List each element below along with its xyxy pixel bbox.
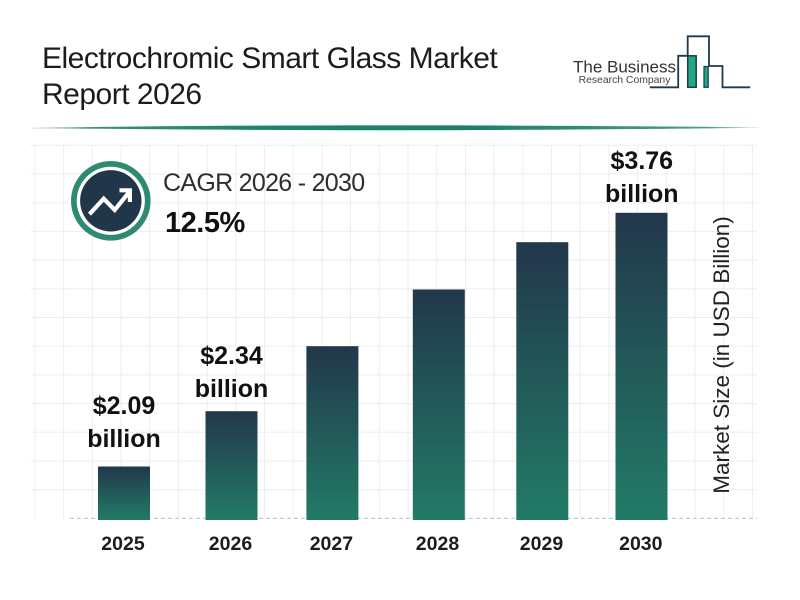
svg-text:The Business: The Business [573,57,676,76]
svg-text:Research Company: Research Company [579,75,672,86]
